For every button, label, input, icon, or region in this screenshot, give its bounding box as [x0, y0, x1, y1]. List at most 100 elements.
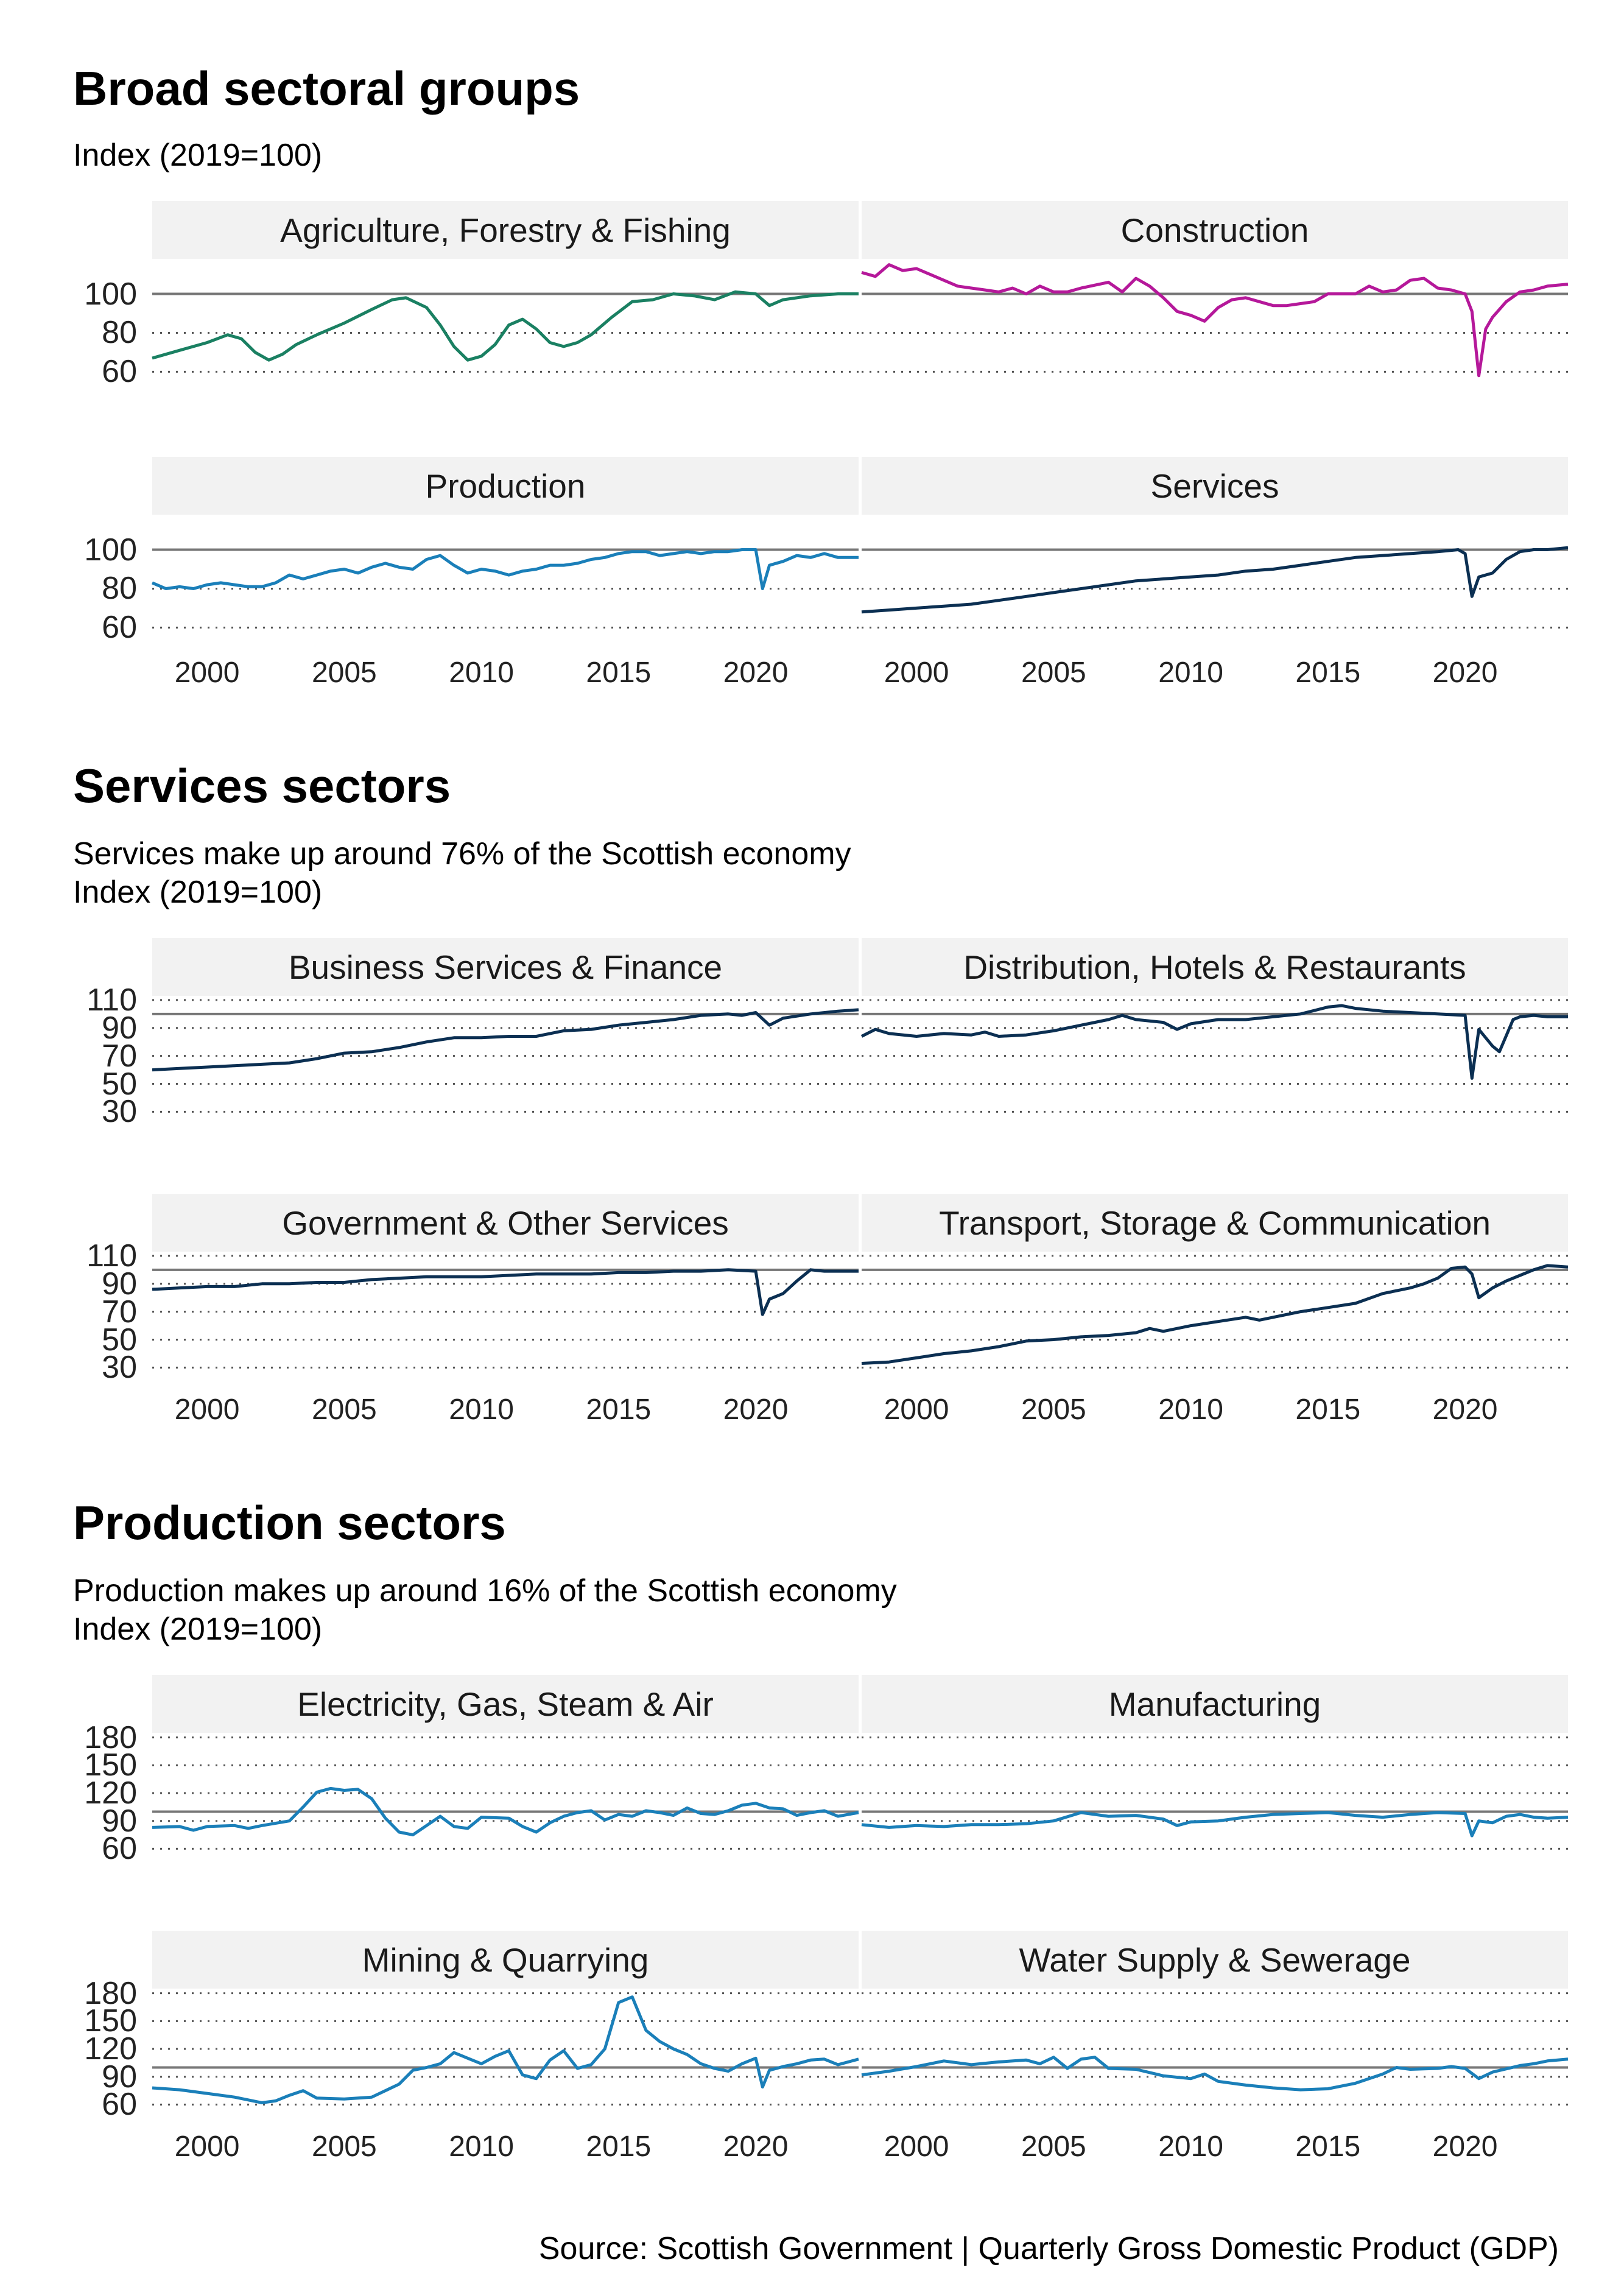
panel-plot-distribution-hotels-restaurants [860, 999, 1568, 1113]
y-tick-label: 80 [102, 571, 137, 607]
x-tick-label: 2010 [1158, 1394, 1223, 1426]
x-tick-label: 2015 [586, 657, 651, 689]
y-tick-label: 60 [102, 1831, 137, 1867]
y-tick-label: 110 [86, 982, 137, 1018]
y-tick-label: 110 [86, 1238, 137, 1274]
panel-strip-agriculture-forestry-fishing: Agriculture, Forestry & Fishing [152, 201, 859, 259]
x-tick-label: 2005 [312, 1394, 377, 1426]
section-title-production: Production sectors [73, 1496, 506, 1549]
x-tick-label: 2000 [175, 2131, 240, 2163]
x-tick-label: 2010 [449, 1394, 514, 1426]
x-tick-label: 2010 [1158, 2131, 1223, 2163]
panel-plot-transport-storage-communication: 2000 2005 2010 2015 2020 [861, 1255, 1569, 1426]
y-tick-label: 30 [102, 1094, 137, 1130]
panel-plot-production: 2000 2005 2010 2015 2020 [152, 548, 859, 689]
panel-strip-production: Production [152, 457, 859, 515]
series-line-business-services-finance [152, 1008, 859, 1072]
y-tick-label: 180 [84, 1975, 137, 2011]
panel-plot-manufacturing [861, 1736, 1569, 1850]
x-tick-label: 2020 [1433, 2131, 1498, 2163]
x-tick-label: 2020 [723, 657, 789, 689]
panel-plot-government-other-services: 2000 2005 2010 2015 2020 [152, 1255, 859, 1426]
series-line-manufacturing [861, 1811, 1569, 1838]
series-line-electricity-gas-steam-air [152, 1786, 859, 1837]
x-tick-label: 2010 [449, 657, 514, 689]
y-tick-label: 80 [102, 315, 137, 351]
x-tick-label: 2020 [723, 1394, 789, 1426]
panel-strip-manufacturing: Manufacturing [862, 1675, 1568, 1733]
panel-plot-business-services-finance [152, 999, 859, 1113]
y-tick-label: 120 [84, 1775, 137, 1811]
x-tick-label: 2020 [723, 2131, 789, 2163]
x-tick-label: 2000 [175, 1394, 240, 1426]
section-title-services: Services sectors [73, 759, 451, 812]
y-tick-label: 70 [102, 1038, 137, 1074]
series-line-government-other-services [152, 1268, 859, 1316]
series-line-services [861, 546, 1569, 614]
panel-strip-services: Services [862, 457, 1568, 515]
y-tick-label: 50 [102, 1066, 137, 1102]
section-title-broad: Broad sectoral groups [73, 62, 580, 115]
x-tick-label: 2015 [1295, 2131, 1360, 2163]
series-line-mining-quarrying [152, 1995, 859, 2104]
x-tick-label: 2005 [1021, 2131, 1086, 2163]
x-tick-label: 2015 [586, 1394, 651, 1426]
section-subtitle-services-1: Services make up around 76% of the Scott… [73, 836, 851, 872]
y-tick-label: 30 [102, 1350, 137, 1386]
panel-plot-electricity-gas-steam-air [152, 1736, 859, 1850]
x-tick-label: 2015 [1295, 657, 1360, 689]
source-note: Source: Scottish Government | Quarterly … [538, 2231, 1559, 2266]
panel-plot-construction [861, 263, 1569, 378]
y-tick-label: 60 [102, 354, 137, 390]
panel-strip-water-supply-sewerage: Water Supply & Sewerage [862, 1931, 1568, 1989]
series-line-distribution-hotels-restaurants [860, 1004, 1568, 1080]
x-tick-label: 2010 [449, 2131, 514, 2163]
x-tick-label: 2005 [312, 657, 377, 689]
series-line-agriculture-forestry-fishing [152, 290, 859, 362]
series-line-water-supply-sewerage [861, 2056, 1569, 2092]
y-tick-label: 90 [102, 2059, 137, 2095]
panel-strip-business-services-finance: Business Services & Finance [152, 938, 859, 996]
y-tick-label: 100 [84, 532, 137, 568]
x-tick-label: 2005 [312, 2131, 377, 2163]
y-tick-label: 100 [84, 276, 137, 312]
x-tick-label: 2010 [1158, 657, 1223, 689]
x-tick-label: 2015 [586, 2131, 651, 2163]
x-tick-label: 2000 [884, 2131, 949, 2163]
y-tick-label: 90 [102, 1010, 137, 1046]
x-tick-label: 2020 [1433, 657, 1498, 689]
y-tick-label: 50 [102, 1322, 137, 1358]
section-subtitle-services-2: Index (2019=100) [73, 875, 323, 910]
y-tick-label: 120 [84, 2031, 137, 2067]
x-tick-label: 2000 [884, 1394, 949, 1426]
series-line-production [152, 548, 859, 590]
panel-plot-agriculture-forestry-fishing [152, 290, 859, 373]
y-tick-label: 150 [84, 2003, 137, 2039]
x-tick-label: 2020 [1433, 1394, 1498, 1426]
panel-strip-transport-storage-communication: Transport, Storage & Communication [862, 1194, 1568, 1252]
x-tick-label: 2000 [884, 657, 949, 689]
y-tick-label: 90 [102, 1266, 137, 1302]
panel-strip-electricity-gas-steam-air: Electricity, Gas, Steam & Air [152, 1675, 859, 1733]
x-tick-label: 2015 [1295, 1394, 1360, 1426]
y-tick-label: 150 [84, 1747, 137, 1783]
section-subtitle-production-2: Index (2019=100) [73, 1612, 323, 1647]
y-tick-label: 60 [102, 610, 137, 646]
series-line-construction [861, 263, 1569, 378]
section-subtitle-broad: Index (2019=100) [73, 138, 323, 173]
panel-strip-distribution-hotels-restaurants: Distribution, Hotels & Restaurants [862, 938, 1568, 996]
y-tick-label: 90 [102, 1803, 137, 1839]
section-subtitle-production-1: Production makes up around 16% of the Sc… [73, 1573, 897, 1609]
y-tick-label: 70 [102, 1294, 137, 1330]
panel-plot-water-supply-sewerage: 2000 2005 2010 2015 2020 [861, 1992, 1569, 2163]
panel-plot-services: 2000 2005 2010 2015 2020 [861, 546, 1569, 689]
x-tick-label: 2000 [175, 657, 240, 689]
x-tick-label: 2005 [1021, 657, 1086, 689]
y-tick-label: 180 [84, 1719, 137, 1755]
panel-strip-construction: Construction [862, 201, 1568, 259]
panel-strip-mining-quarrying: Mining & Quarrying [152, 1931, 859, 1989]
y-tick-label: 60 [102, 2087, 137, 2123]
series-line-transport-storage-communication [861, 1264, 1569, 1365]
x-tick-label: 2005 [1021, 1394, 1086, 1426]
panel-strip-government-other-services: Government & Other Services [152, 1194, 859, 1252]
